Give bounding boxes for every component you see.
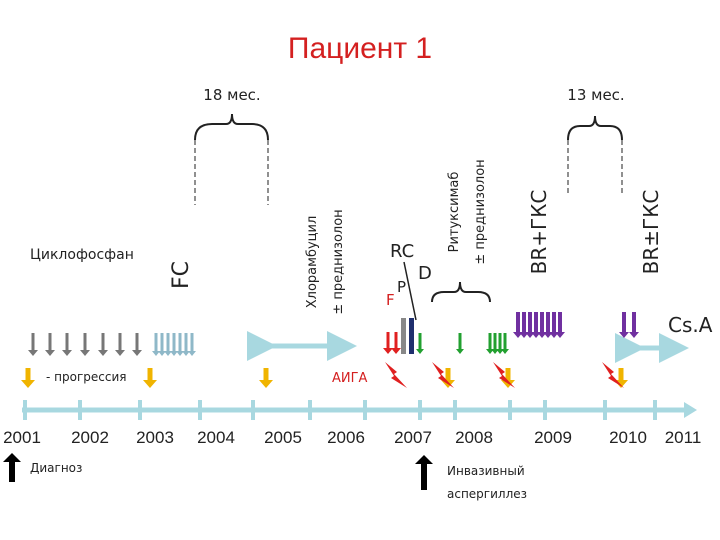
year-label: 2005 xyxy=(264,428,302,447)
arrow-head xyxy=(170,351,178,356)
year-label: 2004 xyxy=(197,428,235,447)
arrow-head xyxy=(555,332,565,338)
legend-label: аспергиллез xyxy=(447,487,527,501)
year-label: 2011 xyxy=(665,428,702,447)
year-label: 2007 xyxy=(394,428,432,447)
arrow-head xyxy=(501,380,515,388)
lightning xyxy=(385,362,407,388)
arrow-head xyxy=(158,351,166,356)
arrow-head xyxy=(45,350,55,356)
arrow-head xyxy=(383,348,393,354)
legend-label: АИГА xyxy=(332,371,368,386)
year-label: 2003 xyxy=(136,428,174,447)
arrow-head xyxy=(132,350,142,356)
brace xyxy=(194,113,269,141)
brace xyxy=(567,115,623,141)
arrow-head xyxy=(164,351,172,356)
lightning xyxy=(432,362,454,388)
arrow xyxy=(421,463,427,490)
therapy-label: D xyxy=(418,263,432,284)
therapy-label: Хлорамбуцил xyxy=(305,216,320,309)
therapy-label: ± преднизолон xyxy=(473,159,488,264)
timeline-head xyxy=(684,402,697,418)
arrow-head xyxy=(456,349,464,354)
arrow-head xyxy=(416,349,424,354)
arrow-head xyxy=(21,380,35,388)
arrow-head xyxy=(501,349,509,354)
arrow-head xyxy=(176,351,184,356)
therapy-label: Ритуксимаб xyxy=(447,172,462,253)
arrow-head xyxy=(62,350,72,356)
arrow-head xyxy=(619,332,629,338)
connector xyxy=(403,261,417,321)
brace xyxy=(431,281,491,303)
legend-label: Инвазивный xyxy=(447,464,525,478)
year-label: 2001 xyxy=(3,428,41,447)
therapy-label: Cs.A xyxy=(668,313,713,337)
arrow-head xyxy=(28,350,38,356)
bar xyxy=(401,318,406,354)
therapy-label: P xyxy=(397,278,406,296)
year-label: 2009 xyxy=(534,428,572,447)
therapy-label: FC xyxy=(169,261,194,289)
therapy-label: Циклофосфан xyxy=(30,247,134,263)
therapy-label: BR±ГКС xyxy=(639,190,663,275)
period-label: 13 мес. xyxy=(567,86,624,104)
arrow-head xyxy=(391,348,401,354)
arrow-head xyxy=(415,455,433,464)
arrow xyxy=(9,461,15,482)
period-label: 18 мес. xyxy=(203,86,260,104)
arrow-head xyxy=(188,351,196,356)
arrow-head xyxy=(629,332,639,338)
title: Пациент 1 xyxy=(288,32,432,65)
therapy-label: ± преднизолон xyxy=(331,209,346,314)
year-label: 2008 xyxy=(455,428,493,447)
legend-label: - прогрессия xyxy=(46,370,126,384)
arrow-head xyxy=(80,350,90,356)
year-label: 2006 xyxy=(327,428,365,447)
arrow-head xyxy=(152,351,160,356)
arrow-head xyxy=(182,351,190,356)
lightning xyxy=(493,362,515,388)
arrow-head xyxy=(143,380,157,388)
lightning xyxy=(602,362,624,388)
arrow-head xyxy=(115,350,125,356)
legend-label: Диагноз xyxy=(30,461,82,475)
therapy-label: BR+ГКС xyxy=(527,190,551,275)
therapy-label: RC xyxy=(390,241,414,262)
arrow-head xyxy=(98,350,108,356)
bar xyxy=(409,318,414,354)
therapy-label: F xyxy=(386,291,395,309)
year-label: 2002 xyxy=(71,428,109,447)
year-label: 2010 xyxy=(609,428,647,447)
arrow-head xyxy=(3,453,21,462)
arrow-head xyxy=(259,380,273,388)
